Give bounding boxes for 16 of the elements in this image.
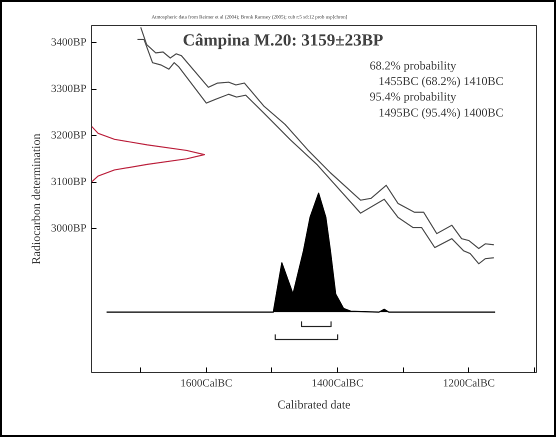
y-tick-label: 3300BP	[51, 83, 87, 96]
x-tick-label: 1400CalBC	[312, 378, 364, 390]
y-tick-label: 3400BP	[51, 36, 87, 49]
annotation: 95.4% probability	[370, 90, 456, 104]
y-tick-label: 3200BP	[51, 130, 87, 142]
y-tick-label: 3100BP	[51, 176, 87, 188]
x-axis-title: Calibrated date	[278, 398, 350, 412]
x-tick-label: 1200CalBC	[442, 378, 495, 390]
annotation: 1495BC (95.4%) 1400BC	[378, 105, 504, 120]
annotation: 1455BC (68.2%) 1410BC	[378, 74, 504, 88]
chart-title: Câmpina M.20: 3159±23BP	[182, 30, 384, 50]
x-tick-label: 1600CalBC	[180, 378, 232, 390]
annotation: 68.2% probability	[370, 58, 456, 72]
line-series	[92, 126, 205, 183]
y-axis-title: Radiocarbon determination	[29, 134, 44, 264]
y-tick-label: 3000BP	[51, 222, 87, 234]
